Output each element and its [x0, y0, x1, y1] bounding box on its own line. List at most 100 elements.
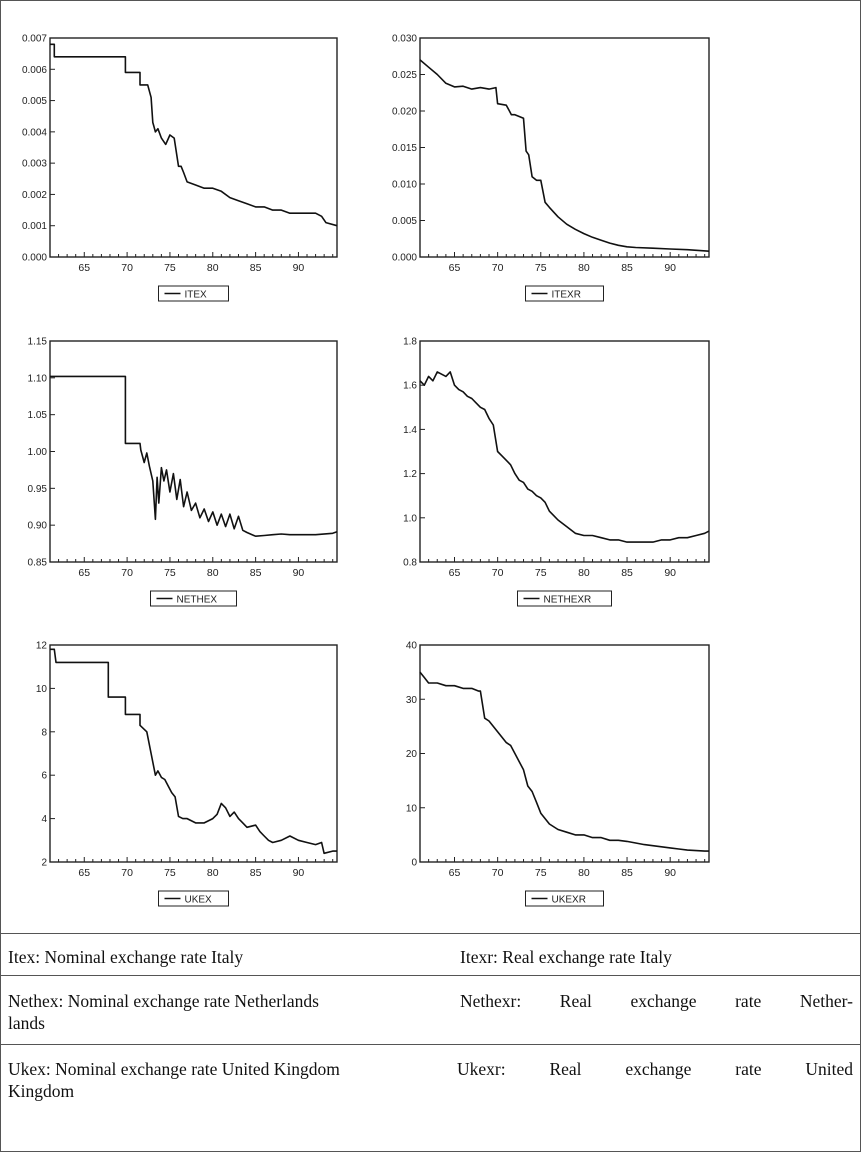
legend-box [158, 890, 229, 907]
caption-nethex: Nethex: Nominal exchange rate Netherland… [8, 991, 319, 1011]
y-tick-label: 1.4 [403, 425, 417, 436]
x-tick-label: 85 [250, 867, 262, 879]
legend-label: NETHEX [177, 595, 218, 606]
y-tick-label: 1.10 [28, 373, 48, 384]
caption-divider [0, 933, 861, 934]
chart-ukexr: 65 70 75 80 85 90 0 10 20 30 40 UKEXR [406, 641, 710, 907]
y-tick-label: 0 [411, 858, 417, 869]
x-tick-label: 85 [250, 262, 262, 274]
series-line-itexr [419, 59, 710, 252]
y-tick-label: 0.000 [22, 253, 47, 264]
legend-label: ITEXR [552, 290, 581, 301]
y-tick-label: 1.15 [28, 337, 48, 348]
y-tick-label: 8 [41, 727, 47, 738]
x-tick-label: 85 [621, 867, 633, 879]
x-tick-label: 85 [621, 262, 633, 274]
chart-nethex: 65 70 75 80 85 90 0.85 0.90 0.95 1.00 1.05 1.10 1.15… [28, 337, 338, 607]
legend-box [525, 285, 604, 302]
chart-ukex: 65 70 75 80 85 90 2 4 6 8 10 12 UKEX [36, 641, 338, 907]
caption-nethexr: Nethexr: Real exchange rate Nether- [460, 991, 853, 1011]
series-line-itex [50, 43, 338, 227]
y-tick-label: 40 [406, 641, 418, 652]
x-tick-label: 80 [207, 567, 219, 579]
y-tick-label: 0.95 [28, 484, 48, 495]
y-tick-label: 0.005 [392, 216, 417, 227]
y-tick-label: 0.020 [392, 107, 417, 118]
y-tick-label: 0.025 [392, 70, 417, 81]
chart-itex: 65 70 75 80 85 90 0.000 0.001 0.002 0.003 0.004 0.0… [22, 34, 338, 302]
x-tick-label: 70 [492, 567, 504, 579]
x-tick-label: 75 [164, 867, 176, 879]
y-tick-label: 0.85 [28, 558, 48, 569]
y-tick-label: 0.90 [28, 521, 48, 532]
legend-label: UKEXR [552, 895, 586, 906]
x-tick-label: 65 [449, 567, 461, 579]
x-tick-label: 90 [293, 567, 305, 579]
series-line-nethex [50, 375, 338, 538]
x-tick-label: 75 [535, 867, 547, 879]
legend-box [525, 890, 604, 907]
x-tick-label: 80 [207, 867, 219, 879]
x-tick-label: 80 [578, 567, 590, 579]
y-tick-label: 0.8 [403, 558, 417, 569]
y-tick-label: 0.010 [392, 180, 417, 191]
x-tick-label: 75 [535, 567, 547, 579]
plot-area-frame [419, 340, 710, 563]
x-tick-label: 65 [449, 867, 461, 879]
legend-label: ITEX [185, 290, 208, 301]
y-tick-label: 0.005 [22, 96, 47, 107]
x-tick-label: 65 [449, 262, 461, 274]
caption-itex: Itex: Nominal exchange rate Italy [8, 947, 244, 967]
plot-area-frame [419, 37, 710, 258]
x-tick-label: 90 [293, 262, 305, 274]
legend-box [150, 590, 237, 607]
x-tick-label: 70 [492, 262, 504, 274]
chart-itexr: 65 70 75 80 85 90 0.000 0.005 0.010 0.015 0.020 0.0… [392, 34, 710, 302]
x-tick-label: 65 [78, 262, 90, 274]
x-tick-label: 85 [250, 567, 262, 579]
series-line-ukexr [419, 671, 709, 852]
caption-itexr: Itexr: Real exchange rate Italy [460, 947, 672, 967]
plot-area-frame [49, 37, 338, 258]
x-tick-label: 75 [164, 262, 176, 274]
y-tick-label: 1.05 [28, 410, 48, 421]
y-tick-label: 6 [41, 771, 47, 782]
x-tick-label: 70 [121, 867, 133, 879]
y-tick-label: 0.003 [22, 159, 47, 170]
y-tick-label: 1.6 [403, 381, 417, 392]
x-tick-label: 85 [621, 567, 633, 579]
caption-nethexr-continuation: lands [8, 1013, 45, 1033]
legend-label: NETHEXR [544, 595, 592, 606]
caption-divider [0, 975, 861, 976]
y-tick-label: 1.0 [403, 513, 417, 524]
x-tick-label: 80 [207, 262, 219, 274]
series-line-ukex [50, 648, 337, 855]
y-tick-label: 1.8 [403, 337, 417, 348]
x-tick-label: 75 [164, 567, 176, 579]
plot-area-frame [49, 340, 338, 563]
x-tick-label: 90 [664, 867, 676, 879]
x-tick-label: 65 [78, 567, 90, 579]
x-tick-label: 90 [664, 567, 676, 579]
y-tick-label: 0.001 [22, 221, 47, 232]
legend-box [517, 590, 612, 607]
legend-label: UKEX [185, 895, 213, 906]
x-tick-label: 90 [664, 262, 676, 274]
y-tick-label: 20 [406, 749, 418, 760]
series-line-nethexr [419, 371, 710, 543]
y-tick-label: 0.004 [22, 127, 47, 138]
x-tick-label: 70 [492, 867, 504, 879]
legend-box [158, 285, 229, 302]
y-tick-label: 0.007 [22, 34, 47, 45]
y-tick-label: 0.030 [392, 34, 417, 45]
y-tick-label: 1.00 [28, 447, 48, 458]
y-tick-label: 1.2 [403, 469, 417, 480]
y-tick-label: 30 [406, 695, 418, 706]
y-tick-label: 0.002 [22, 190, 47, 201]
plot-area-frame [49, 644, 338, 863]
charts-grid: 65 70 75 80 85 900.0000.0010.0020.0030.0040.0… [22, 34, 710, 907]
caption-divider [0, 1044, 861, 1045]
y-tick-label: 10 [406, 803, 418, 814]
x-tick-label: 75 [535, 262, 547, 274]
y-tick-label: 2 [41, 858, 47, 869]
